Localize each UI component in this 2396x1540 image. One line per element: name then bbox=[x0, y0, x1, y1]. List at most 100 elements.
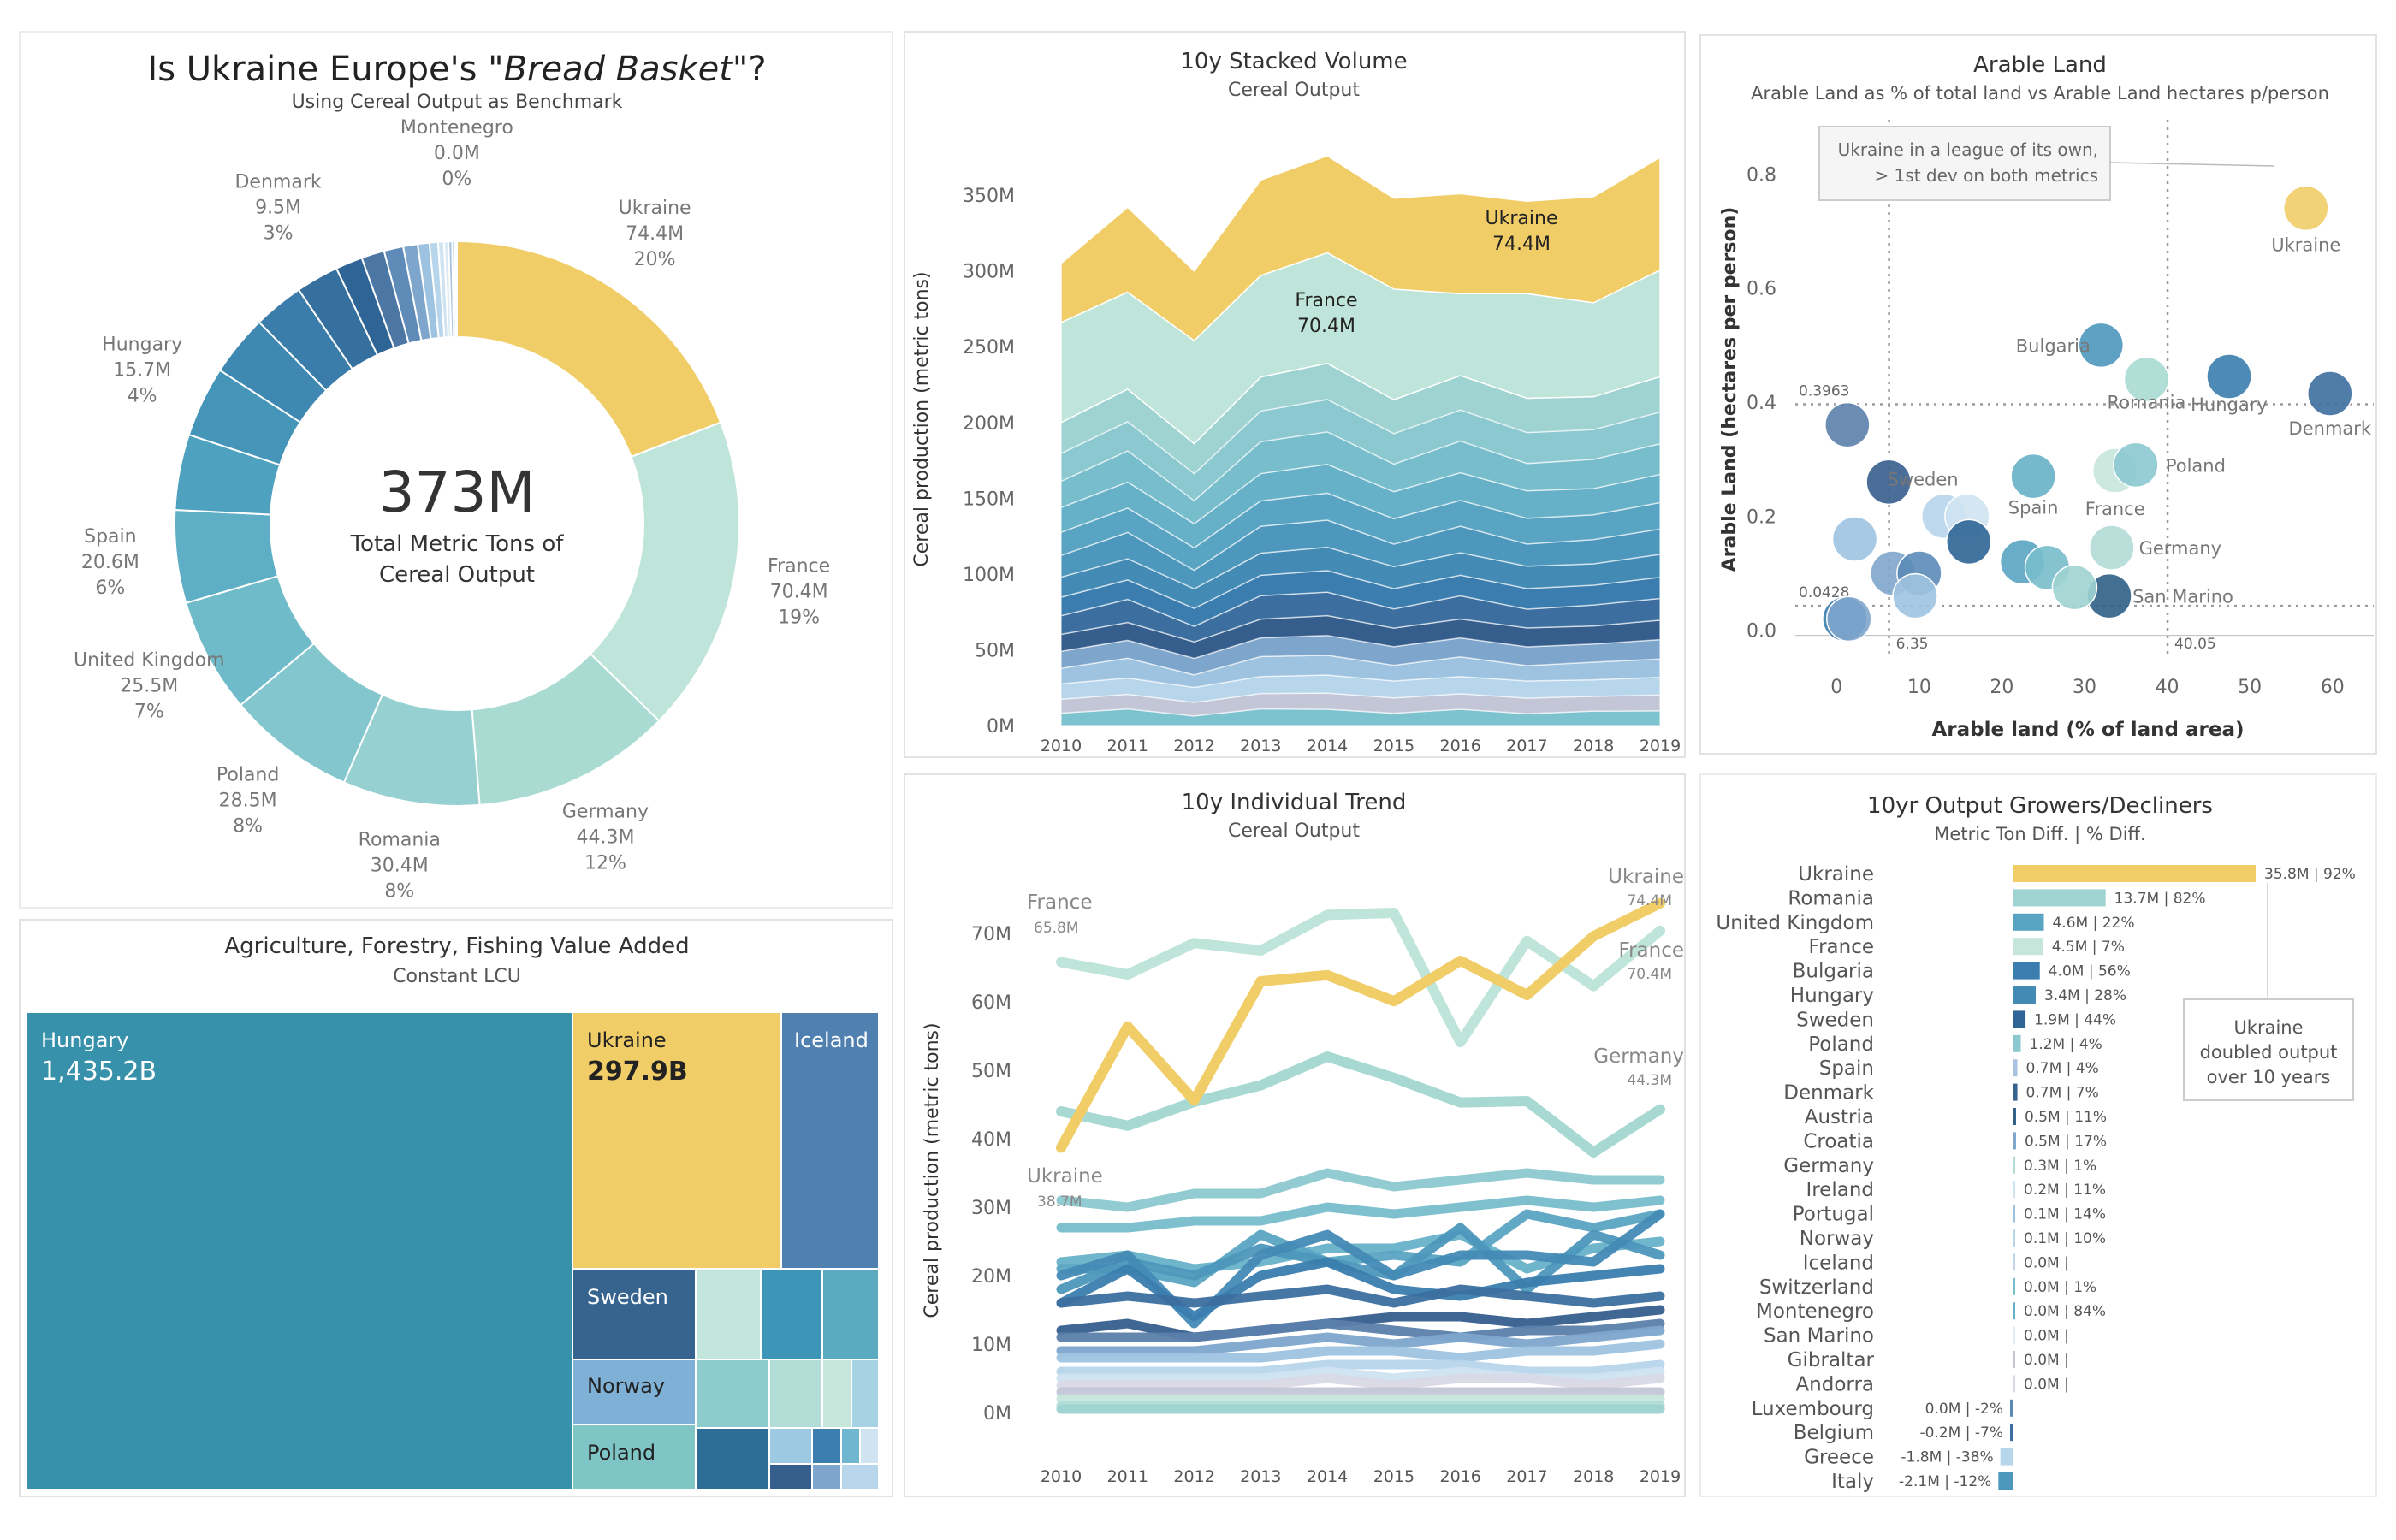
bar-value-label: -2.1M | -12% bbox=[1899, 1473, 1991, 1490]
scatter-ytick: 0.4 bbox=[1747, 393, 1776, 414]
bars-annotation-text: doubled output bbox=[2200, 1042, 2338, 1063]
stacked-xtick: 2017 bbox=[1506, 737, 1547, 755]
scatter-xtick: 0 bbox=[1830, 677, 1842, 698]
trend-label-value: 65.8M bbox=[1034, 920, 1079, 937]
bar-value-label: 0.5M | 11% bbox=[2025, 1109, 2107, 1126]
trend-line-minor bbox=[1056, 1318, 1665, 1342]
bar-category-label: Belgium bbox=[1794, 1422, 1874, 1444]
scatter-chart: 6.35 40.05 0.3963 0.0428 0.0 0.2 0.4 0.6 0.8 0 10 2… bbox=[1747, 120, 2374, 698]
scatter-point bbox=[1824, 401, 1871, 448]
treemap-subtitle: Constant LCU bbox=[393, 966, 521, 987]
tile-other[interactable] bbox=[770, 1360, 821, 1427]
stacked-xtick: 2016 bbox=[1439, 737, 1480, 755]
donut-label-value: 44.3M bbox=[576, 826, 634, 848]
scatter-ref-label-y: 0.0428 bbox=[1799, 584, 1849, 601]
bar-value-label: -1.8M | -38% bbox=[1901, 1449, 1993, 1466]
bar bbox=[2013, 962, 2040, 980]
tile-other[interactable] bbox=[770, 1429, 811, 1463]
scatter-point-label: Bulgaria bbox=[2016, 335, 2091, 356]
donut-label-pct: 8% bbox=[384, 880, 414, 902]
stacked-xtick: 2012 bbox=[1173, 737, 1214, 755]
stacked-annotation-name: Ukraine bbox=[1486, 208, 1558, 229]
tile-sweden[interactable] bbox=[573, 1270, 695, 1359]
donut-label-pct: 12% bbox=[584, 852, 626, 874]
tile-other[interactable] bbox=[861, 1429, 878, 1463]
scatter-ytick: 0.6 bbox=[1747, 279, 1776, 300]
trend-line-minor bbox=[1056, 1339, 1665, 1363]
scatter-annotation-box bbox=[1818, 126, 2111, 201]
bar-value-label: 1.9M | 44% bbox=[2034, 1011, 2116, 1028]
donut-label-value: 70.4M bbox=[770, 581, 828, 602]
trend-xtick: 2019 bbox=[1640, 1467, 1681, 1486]
tile-other[interactable] bbox=[770, 1465, 811, 1489]
donut-slice bbox=[456, 240, 722, 459]
bar-value-label: 4.0M | 56% bbox=[2049, 963, 2131, 980]
trend-line-minor bbox=[1056, 1305, 1665, 1342]
bar-value-label: 1.2M | 4% bbox=[2030, 1036, 2102, 1053]
trend-line-chart: 0M 10M 20M 30M 40M 50M 60M 70M 2010 2011 2012 2013 2… bbox=[971, 866, 1684, 1486]
bar bbox=[2013, 1229, 2015, 1247]
trend-ytick: 50M bbox=[971, 1061, 1011, 1082]
tile-norway[interactable] bbox=[573, 1360, 695, 1424]
bar-category-label: United Kingdom bbox=[1716, 912, 1874, 934]
tile-other[interactable] bbox=[762, 1270, 821, 1359]
stacked-ytick: 50M bbox=[975, 640, 1015, 661]
bar bbox=[2013, 1375, 2015, 1393]
stacked-area-chart: 0M 50M 100M 150M 200M 250M 300M 350M 2010 2011 201… bbox=[963, 155, 1681, 755]
scatter-point bbox=[2078, 322, 2125, 369]
trend-label-value: 70.4M bbox=[1627, 966, 1672, 983]
bar bbox=[2013, 1083, 2018, 1101]
donut-label-pct: 7% bbox=[134, 702, 164, 723]
trend-line-france bbox=[1056, 908, 1665, 1048]
trend-ytick: 30M bbox=[971, 1198, 1011, 1219]
tile-other[interactable] bbox=[813, 1465, 840, 1489]
trend-line-ukraine bbox=[1056, 897, 1665, 1153]
scatter-point bbox=[2010, 453, 2056, 500]
tile-iceland[interactable] bbox=[782, 1013, 878, 1268]
scatter-xtick: 60 bbox=[2321, 677, 2345, 698]
tile-other[interactable] bbox=[823, 1270, 878, 1359]
scatter-point bbox=[1831, 516, 1878, 562]
scatter-annotation-leader bbox=[2109, 162, 2275, 167]
donut-center-line1: Total Metric Tons of bbox=[350, 531, 565, 557]
trend-label-value: 74.4M bbox=[1627, 892, 1672, 909]
scatter-point bbox=[1892, 572, 1938, 619]
trend-xtick: 2016 bbox=[1439, 1467, 1480, 1486]
tile-other[interactable] bbox=[697, 1270, 760, 1359]
tile-ukraine[interactable] bbox=[573, 1013, 780, 1268]
stacked-xtick: 2015 bbox=[1373, 737, 1414, 755]
trend-xtick: 2015 bbox=[1373, 1467, 1414, 1486]
bar-category-label: San Marino bbox=[1764, 1325, 1874, 1348]
scatter-point-label: France bbox=[2085, 499, 2145, 519]
tile-other[interactable] bbox=[842, 1429, 859, 1463]
scatter-point bbox=[1865, 459, 1912, 506]
tile-other[interactable] bbox=[697, 1429, 768, 1489]
bar bbox=[2013, 865, 2256, 882]
tile-other[interactable] bbox=[813, 1429, 840, 1463]
bar bbox=[2010, 1399, 2013, 1417]
tile-other[interactable] bbox=[852, 1360, 878, 1427]
donut-label-name: Denmark bbox=[234, 171, 321, 192]
stacked-xtick: 2013 bbox=[1240, 737, 1281, 755]
bar bbox=[2010, 1424, 2013, 1442]
tile-hungary[interactable] bbox=[27, 1013, 572, 1489]
tile-poland[interactable] bbox=[573, 1425, 695, 1489]
trend-ytick: 40M bbox=[971, 1129, 1011, 1151]
donut-label-value: 28.5M bbox=[219, 791, 277, 812]
scatter-xtick: 40 bbox=[2156, 677, 2180, 698]
trend-label-name: Ukraine bbox=[1027, 1165, 1103, 1188]
scatter-point-label: Spain bbox=[2008, 498, 2059, 518]
tile-other[interactable] bbox=[842, 1465, 878, 1489]
bar-category-label: Italy bbox=[1831, 1471, 1874, 1493]
donut-label-pct: 4% bbox=[128, 385, 157, 406]
tile-other[interactable] bbox=[697, 1360, 768, 1427]
scatter-point-label: Ukraine bbox=[2271, 234, 2340, 255]
scatter-xtick: 20 bbox=[1990, 677, 2013, 698]
donut-label-value: 30.4M bbox=[371, 855, 429, 876]
tile-other[interactable] bbox=[823, 1360, 851, 1427]
scatter-point-label: Poland bbox=[2166, 455, 2226, 476]
trend-label-value: 44.3M bbox=[1627, 1072, 1672, 1089]
bar-value-label: 0.0M | 1% bbox=[2024, 1279, 2096, 1296]
tile-hungary-value: 1,435.2B bbox=[41, 1057, 157, 1087]
tile-iceland-name: Iceland bbox=[794, 1028, 869, 1052]
